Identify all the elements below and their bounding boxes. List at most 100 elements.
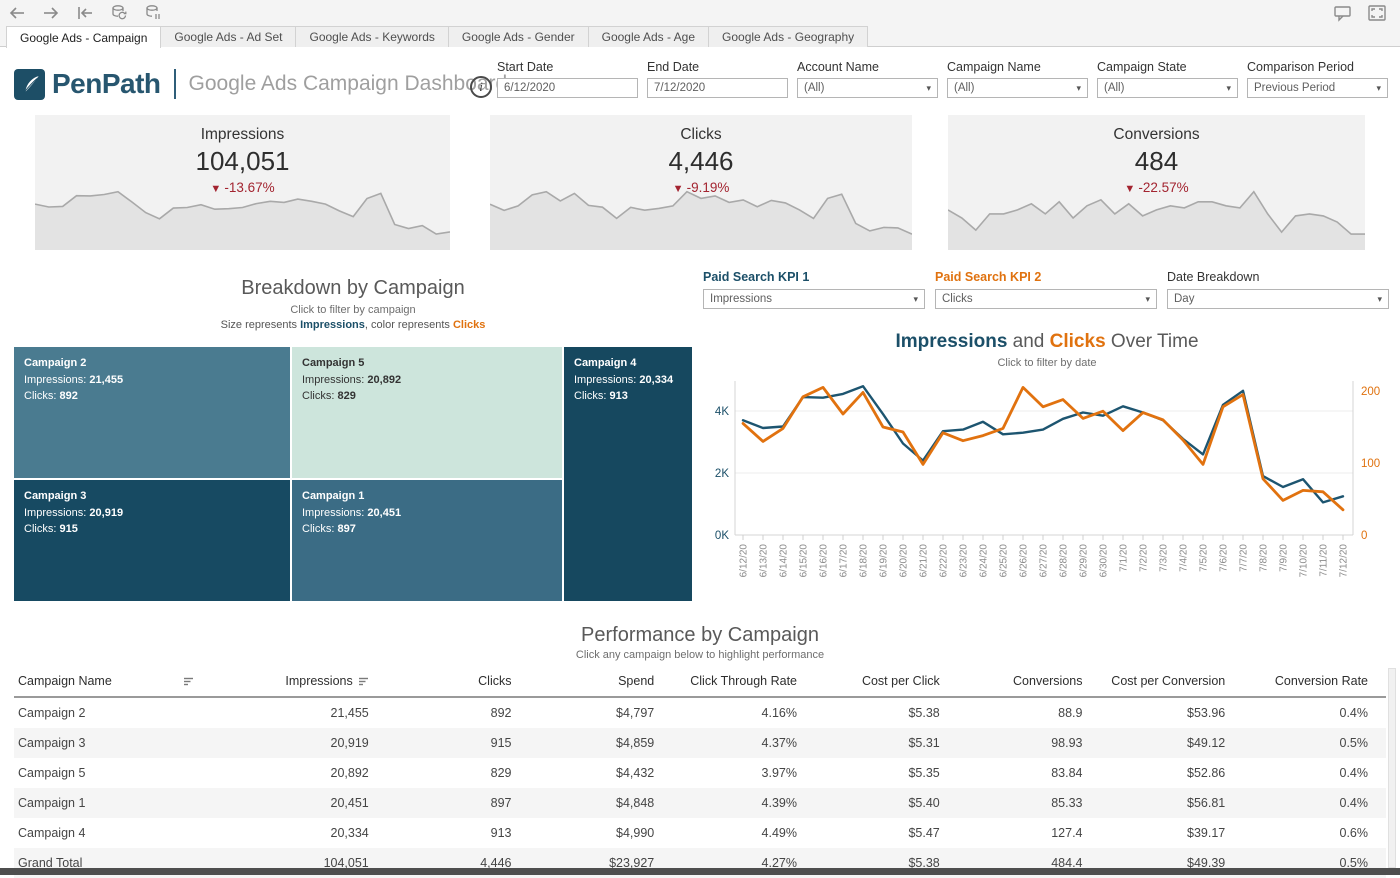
table-row[interactable]: Campaign 3 20,919 915 $4,859 4.37% $5.31 98.93… [14, 728, 1386, 758]
cell-value: 0.5% [1339, 736, 1369, 750]
cell-value: 4.27% [761, 856, 797, 870]
treemap-cell-clicks: Clicks: 913 [574, 388, 682, 405]
treemap-cell-name: Campaign 2 [24, 357, 87, 369]
top-chrome: Google Ads - Campaign Google Ads - Ad Set… [0, 0, 1400, 48]
timeseries-chart[interactable]: 0K 2K 4K 0 100 200 6/12/20 6/13/20 6/14/20 6/15/2… [695, 371, 1395, 606]
revert-icon[interactable] [68, 2, 102, 24]
cell-value: 4.39% [761, 796, 797, 810]
table-row[interactable]: Campaign 5 20,892 829 $4,432 3.97% $5.35 83.84… [14, 758, 1386, 788]
svg-text:200: 200 [1361, 386, 1380, 398]
treemap-title: Breakdown by Campaign [241, 277, 465, 299]
selector-value: Clicks [942, 293, 973, 305]
filter-value-input[interactable] [654, 79, 781, 97]
tab-4[interactable]: Google Ads - Age [587, 26, 710, 47]
selector-dropdown[interactable]: Impressions ▾ [703, 289, 925, 309]
timeseries-title-kpi1: Impressions [895, 331, 1008, 352]
column-header-conversion-rate[interactable]: Conversion Rate [1243, 668, 1386, 698]
svg-text:6/30/20: 6/30/20 [1099, 544, 1110, 578]
chevron-down-icon: ▾ [1376, 83, 1381, 93]
column-header-click-through-rate[interactable]: Click Through Rate [672, 668, 815, 698]
kpi-title: Conversions [1113, 126, 1200, 143]
treemap-cell-impressions: Impressions: 21,455 [24, 372, 280, 389]
treemap-cell-clicks: Clicks: 897 [302, 521, 552, 538]
value: 20,919 [89, 506, 124, 519]
selector-dropdown[interactable]: Clicks ▾ [935, 289, 1157, 309]
kpi-sparkline [490, 190, 912, 250]
svg-text:7/4/20: 7/4/20 [1179, 544, 1190, 572]
label: Clicks: [24, 390, 60, 402]
tab-1[interactable]: Google Ads - Ad Set [160, 26, 297, 47]
filter-input[interactable] [497, 78, 638, 98]
svg-text:6/18/20: 6/18/20 [859, 544, 870, 578]
filter-dropdown[interactable]: (All) ▾ [1097, 78, 1238, 98]
cell-value: 21,455 [330, 706, 369, 720]
column-header-label: Clicks [478, 673, 512, 688]
selector-value: Impressions [710, 293, 772, 305]
label: Clicks: [302, 523, 338, 535]
svg-text:7/9/20: 7/9/20 [1279, 544, 1290, 572]
chevron-down-icon: ▾ [1226, 83, 1231, 93]
filter-dropdown[interactable]: (All) ▾ [947, 78, 1088, 98]
tab-2[interactable]: Google Ads - Keywords [295, 26, 449, 47]
sort-icon[interactable] [183, 677, 194, 686]
svg-text:7/12/20: 7/12/20 [1339, 544, 1350, 578]
table-subtitle: Click any campaign below to highlight pe… [575, 649, 825, 661]
info-icon[interactable]: i [470, 76, 492, 98]
label: Impressions: [302, 506, 368, 519]
column-header-cost-per-conversion[interactable]: Cost per Conversion [1100, 668, 1244, 698]
svg-text:6/21/20: 6/21/20 [919, 544, 930, 578]
table-row[interactable]: Campaign 4 20,334 913 $4,990 4.49% $5.47 127.4… [14, 818, 1386, 848]
series-impressions[interactable] [741, 384, 1345, 504]
fullscreen-icon[interactable] [1360, 2, 1394, 24]
filter-account-name: Account Name (All) ▾ [797, 60, 938, 98]
series-clicks[interactable] [741, 385, 1345, 512]
cell-value: 0.4% [1339, 706, 1369, 720]
treemap-cell-campaign-4[interactable]: Campaign 4 Impressions: 20,334 Clicks: 913 [564, 347, 692, 601]
column-header-impressions[interactable]: Impressions [244, 668, 387, 698]
sort-icon[interactable] [358, 677, 369, 686]
refresh-icon[interactable] [102, 2, 136, 24]
label: Impressions: [24, 506, 90, 519]
timeseries-title-text: Over Time [1105, 331, 1199, 352]
filter-dropdown[interactable]: (All) ▾ [797, 78, 938, 98]
treemap-cell-campaign-5[interactable]: Campaign 5 Impressions: 20,892 Clicks: 829 [292, 347, 562, 478]
selector-paid-search-kpi-1: Paid Search KPI 1 Impressions ▾ [703, 270, 925, 309]
filter-label: End Date [647, 60, 700, 74]
table-row[interactable]: Campaign 1 20,451 897 $4,848 4.39% $5.40 85.33… [14, 788, 1386, 818]
back-icon[interactable] [0, 2, 34, 24]
column-header-clicks[interactable]: Clicks [386, 668, 530, 698]
tab-5[interactable]: Google Ads - Geography [708, 26, 869, 47]
selector-dropdown[interactable]: Day ▾ [1167, 289, 1389, 309]
chevron-down-icon: ▾ [1145, 294, 1150, 304]
column-header-conversions[interactable]: Conversions [957, 668, 1101, 698]
tab-3[interactable]: Google Ads - Gender [447, 26, 589, 47]
down-triangle-icon: ▼ [672, 183, 687, 195]
cell-value: $56.81 [1187, 796, 1226, 810]
forward-icon[interactable] [34, 2, 68, 24]
tab-0[interactable]: Google Ads - Campaign [6, 26, 162, 48]
treemap-cell-campaign-2[interactable]: Campaign 2 Impressions: 21,455 Clicks: 892 [14, 347, 290, 478]
filter-value: (All) [804, 82, 825, 94]
filter-value-input[interactable] [504, 79, 631, 97]
filter-dropdown[interactable]: Previous Period ▾ [1247, 78, 1388, 98]
kpi-delta-value: -22.57% [1138, 180, 1189, 195]
treemap-cell-impressions: Impressions: 20,451 [302, 505, 552, 522]
comment-icon[interactable] [1326, 2, 1360, 24]
column-header-spend[interactable]: Spend [529, 668, 673, 698]
pause-icon[interactable] [136, 2, 170, 24]
svg-text:6/14/20: 6/14/20 [779, 544, 790, 578]
cell-campaign-name: Campaign 3 [18, 736, 86, 750]
svg-text:6/20/20: 6/20/20 [899, 544, 910, 578]
cell-value: 484.4 [1051, 856, 1083, 870]
column-header-label: Conversion Rate [1274, 673, 1368, 688]
column-header-cost-per-click[interactable]: Cost per Click [815, 668, 958, 698]
table-row[interactable]: Campaign 2 21,455 892 $4,797 4.16% $5.38 88.9 $… [14, 697, 1386, 728]
treemap-cell-campaign-3[interactable]: Campaign 3 Impressions: 20,919 Clicks: 915 [14, 480, 290, 601]
treemap-cell-campaign-1[interactable]: Campaign 1 Impressions: 20,451 Clicks: 897 [292, 480, 562, 601]
filter-input[interactable] [647, 78, 788, 98]
table-scrollbar[interactable] [1388, 668, 1396, 868]
column-header-campaign-name[interactable]: Campaign Name [14, 668, 244, 698]
svg-text:6/24/20: 6/24/20 [979, 544, 990, 578]
legend-text: , color represents [364, 319, 453, 331]
column-header-label: Spend [618, 673, 655, 688]
